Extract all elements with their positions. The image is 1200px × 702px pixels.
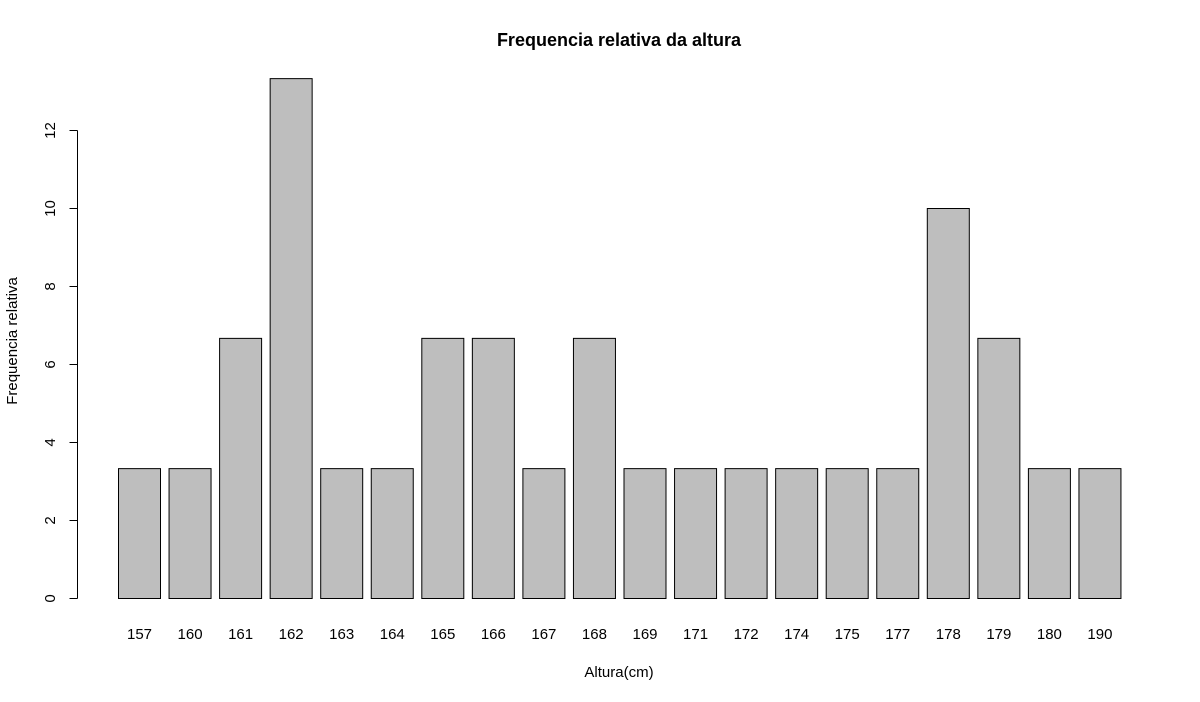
x-tick-label: 178 xyxy=(936,626,961,643)
y-tick-label: 0 xyxy=(42,594,59,602)
x-tick-label: 171 xyxy=(683,626,708,643)
x-tick-label: 160 xyxy=(178,626,203,643)
bar-175 xyxy=(825,468,869,599)
bar-180 xyxy=(1027,468,1071,599)
x-tick-label: 172 xyxy=(734,626,759,643)
bar-169 xyxy=(623,468,667,599)
x-tick-label: 165 xyxy=(430,626,455,643)
y-axis: 0 2 4 6 8 10 12 xyxy=(42,122,78,603)
x-tick-label: 190 xyxy=(1087,626,1112,643)
y-tick-label: 4 xyxy=(42,438,59,446)
bar-172 xyxy=(724,468,768,599)
chart-title: Frequencia relativa da altura xyxy=(497,30,742,50)
bar-167 xyxy=(522,468,566,599)
x-tick-label: 167 xyxy=(531,626,556,643)
x-tick-label: 157 xyxy=(127,626,152,643)
x-tick-label: 179 xyxy=(986,626,1011,643)
bar-179 xyxy=(977,337,1021,599)
x-tick-labels: 157 160 161 162 163 164 165 166 167 168 169 171 172 1… xyxy=(127,626,1112,643)
x-tick-label: 177 xyxy=(885,626,910,643)
x-tick-label: 175 xyxy=(835,626,860,643)
x-tick-label: 169 xyxy=(632,626,657,643)
bar-190 xyxy=(1078,468,1122,599)
y-tick-label: 10 xyxy=(42,200,59,217)
bar-166 xyxy=(471,337,515,599)
bar-178 xyxy=(926,208,970,599)
bar-163 xyxy=(320,468,364,599)
bar-171 xyxy=(674,468,718,599)
x-tick-label: 161 xyxy=(228,626,253,643)
x-tick-label: 162 xyxy=(279,626,304,643)
bar-157 xyxy=(118,468,161,599)
x-tick-label: 163 xyxy=(329,626,354,643)
y-tick-label: 6 xyxy=(42,360,59,368)
bar-174 xyxy=(775,468,819,599)
bar-161 xyxy=(219,337,263,599)
y-tick-label: 8 xyxy=(42,282,59,290)
bar-177 xyxy=(876,468,920,599)
bar-160 xyxy=(168,468,212,599)
bar-165 xyxy=(421,337,465,599)
y-tick-label: 12 xyxy=(42,122,59,139)
bar-162 xyxy=(269,78,313,599)
bars-group xyxy=(118,78,1122,599)
bar-164 xyxy=(370,468,414,599)
x-tick-label: 168 xyxy=(582,626,607,643)
x-tick-label: 166 xyxy=(481,626,506,643)
bar-168 xyxy=(572,337,616,599)
x-axis-label: Altura(cm) xyxy=(584,664,653,681)
x-tick-label: 174 xyxy=(784,626,809,643)
x-tick-label: 164 xyxy=(380,626,405,643)
x-tick-label: 180 xyxy=(1037,626,1062,643)
y-tick-label: 2 xyxy=(42,516,59,524)
y-axis-label: Frequencia relativa xyxy=(4,277,21,405)
